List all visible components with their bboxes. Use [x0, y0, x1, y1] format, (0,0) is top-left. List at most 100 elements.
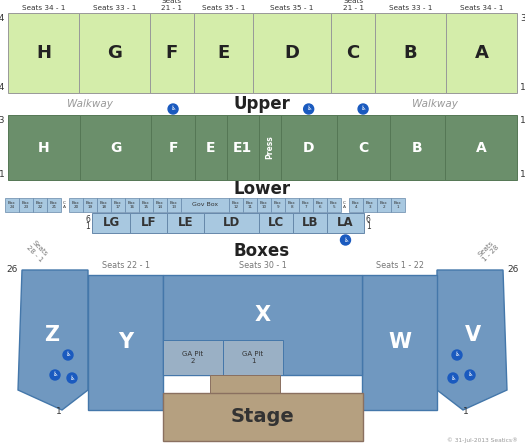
Bar	[163, 393, 363, 441]
Bar	[69, 198, 83, 212]
Text: G: G	[107, 44, 122, 62]
Text: Box
24: Box 24	[8, 201, 16, 209]
Text: 26: 26	[507, 266, 518, 274]
Text: 14: 14	[520, 83, 525, 92]
Text: ♿: ♿	[65, 353, 71, 358]
Text: Box
15: Box 15	[142, 201, 150, 209]
Bar	[390, 115, 445, 180]
Bar	[150, 13, 194, 93]
Text: 14: 14	[0, 83, 5, 92]
Text: Box
7: Box 7	[302, 201, 310, 209]
Text: Seats 30 - 1: Seats 30 - 1	[239, 261, 286, 270]
Circle shape	[448, 373, 458, 383]
Text: 34: 34	[520, 14, 525, 23]
Bar	[281, 115, 337, 180]
Text: Seats
21 - 1: Seats 21 - 1	[161, 0, 182, 11]
Text: C
A: C A	[342, 201, 345, 209]
Bar	[258, 115, 281, 180]
Bar	[299, 198, 313, 212]
Text: GA Pit
1: GA Pit 1	[243, 351, 264, 364]
Bar	[331, 13, 375, 93]
Text: Seats 34 - 1: Seats 34 - 1	[22, 5, 65, 11]
Text: Box
23: Box 23	[22, 201, 30, 209]
Text: Press: Press	[265, 135, 274, 160]
Text: W: W	[388, 333, 411, 353]
Text: Box
5: Box 5	[330, 201, 338, 209]
Circle shape	[50, 370, 60, 380]
Text: Seats 1 - 22: Seats 1 - 22	[375, 261, 424, 270]
Text: LC: LC	[268, 216, 284, 229]
Bar	[163, 340, 223, 375]
Text: Boxes: Boxes	[234, 242, 290, 260]
Text: 13: 13	[520, 116, 525, 125]
Bar	[446, 13, 517, 93]
Bar	[33, 198, 47, 212]
Text: 6: 6	[366, 215, 371, 224]
Text: Box
8: Box 8	[288, 201, 296, 209]
Text: X: X	[255, 305, 270, 325]
Text: 1: 1	[0, 170, 5, 179]
Text: Box
16: Box 16	[128, 201, 136, 209]
Text: V: V	[465, 325, 481, 345]
Bar	[327, 198, 341, 212]
Text: ♿: ♿	[454, 353, 460, 358]
Bar	[80, 115, 151, 180]
Text: 1: 1	[520, 170, 525, 179]
Bar	[227, 115, 258, 180]
Bar	[293, 213, 327, 233]
Bar	[327, 213, 364, 233]
Bar	[377, 198, 391, 212]
Text: 1: 1	[85, 222, 90, 231]
Text: Stage: Stage	[231, 408, 295, 426]
Bar	[83, 198, 97, 212]
Text: Box
13: Box 13	[170, 201, 178, 209]
Bar	[167, 198, 181, 212]
Text: LA: LA	[337, 216, 354, 229]
Text: LF: LF	[141, 216, 156, 229]
Text: LG: LG	[102, 216, 120, 229]
Bar	[151, 115, 195, 180]
Text: 34: 34	[0, 14, 5, 23]
Text: D: D	[303, 140, 314, 155]
Bar	[153, 198, 167, 212]
Text: 1: 1	[56, 408, 62, 417]
Bar	[445, 115, 517, 180]
Bar	[97, 198, 111, 212]
Text: Lower: Lower	[234, 180, 290, 198]
Text: ♿: ♿	[306, 106, 311, 111]
Circle shape	[465, 370, 475, 380]
Text: ♿: ♿	[467, 372, 473, 378]
Bar	[391, 198, 405, 212]
Text: 13: 13	[0, 116, 5, 125]
Circle shape	[303, 104, 313, 114]
Bar	[8, 13, 79, 93]
Circle shape	[67, 373, 77, 383]
Text: Seats 35 - 1: Seats 35 - 1	[202, 5, 245, 11]
Bar	[139, 198, 153, 212]
Bar	[363, 198, 377, 212]
Bar	[229, 198, 243, 212]
Text: E: E	[217, 44, 229, 62]
Bar	[8, 115, 80, 180]
Text: Seats
28 - 1: Seats 28 - 1	[25, 240, 49, 263]
Bar	[194, 13, 253, 93]
Bar	[243, 198, 257, 212]
Text: ♿: ♿	[343, 237, 348, 243]
Text: Seats
1 - 28: Seats 1 - 28	[476, 240, 500, 263]
Bar	[223, 340, 283, 375]
Bar	[79, 13, 150, 93]
Text: Box
9: Box 9	[274, 201, 282, 209]
Text: Box
14: Box 14	[156, 201, 164, 209]
Text: Seats 33 - 1: Seats 33 - 1	[93, 5, 136, 11]
Text: H: H	[38, 140, 50, 155]
Polygon shape	[18, 270, 88, 410]
Text: GA Pit
2: GA Pit 2	[183, 351, 204, 364]
Text: F: F	[169, 140, 178, 155]
Bar	[92, 213, 130, 233]
Text: Box
3: Box 3	[366, 201, 374, 209]
Text: 1: 1	[366, 222, 371, 231]
Text: Box
20: Box 20	[72, 201, 80, 209]
Text: Seats 35 - 1: Seats 35 - 1	[270, 5, 314, 11]
Bar	[259, 213, 293, 233]
Text: Box
22: Box 22	[36, 201, 44, 209]
